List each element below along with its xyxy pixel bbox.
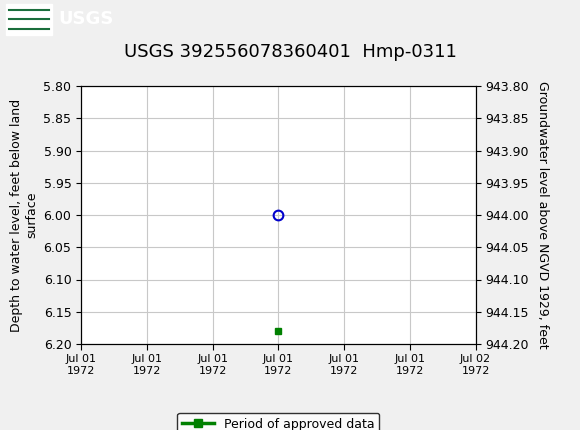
Y-axis label: Groundwater level above NGVD 1929, feet: Groundwater level above NGVD 1929, feet	[536, 81, 549, 349]
FancyBboxPatch shape	[6, 4, 52, 35]
Y-axis label: Depth to water level, feet below land
surface: Depth to water level, feet below land su…	[10, 98, 38, 332]
Text: USGS 392556078360401  Hmp-0311: USGS 392556078360401 Hmp-0311	[124, 43, 456, 61]
Text: USGS: USGS	[58, 10, 113, 28]
Legend: Period of approved data: Period of approved data	[177, 413, 379, 430]
